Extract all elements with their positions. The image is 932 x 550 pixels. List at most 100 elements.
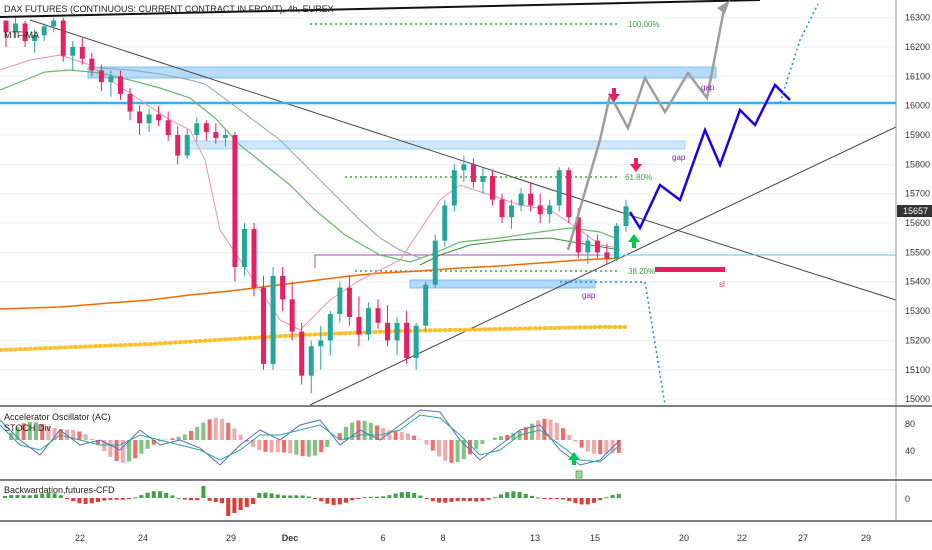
ac-bar [58, 429, 63, 440]
candle-body [184, 135, 190, 156]
ac-bar [592, 440, 596, 454]
candle-body [356, 316, 362, 335]
candle-body [346, 287, 352, 317]
ac-bar [158, 440, 162, 442]
gray-projection-arrow [717, 0, 730, 14]
candles-group [3, 17, 629, 394]
candle-body [98, 70, 104, 83]
backwardation-bar [418, 495, 423, 498]
candle-body [213, 132, 219, 138]
ac-bar [251, 440, 255, 447]
x-tick-label: 29 [226, 533, 236, 543]
candle-body [413, 325, 419, 359]
candle-body [146, 114, 152, 124]
backwardation-bar [151, 491, 156, 498]
ac-bar [201, 422, 206, 440]
candle-body [337, 287, 343, 315]
backwardation-bar [189, 498, 193, 501]
backwardation-bar [176, 497, 181, 499]
stepped-mtf-ma [99, 67, 421, 259]
ac-bar [573, 440, 578, 442]
y-tick-label: 15400 [905, 277, 930, 287]
candle-body [22, 23, 28, 42]
ac-bar [492, 437, 497, 440]
ac-bar [127, 440, 131, 462]
candle-body [232, 135, 238, 268]
backwardation-bar [579, 498, 584, 505]
backwardation-bar [387, 495, 392, 498]
blue-dotted-projection-down [560, 281, 666, 406]
ac-bar [176, 436, 181, 440]
green-arrow-up [628, 234, 640, 248]
backwardation-bar [288, 495, 293, 498]
y-tick-label: 15900 [905, 130, 930, 140]
backwardation-bar [585, 498, 590, 505]
backwardation-bar [34, 494, 38, 498]
ac-bar [269, 440, 274, 453]
backwardation-bar [114, 498, 119, 500]
ac-signal-box [575, 470, 583, 479]
candle-body [270, 275, 276, 364]
ac-bar [387, 430, 392, 440]
backwardation-bar [220, 498, 224, 504]
ac-bar [561, 428, 565, 440]
candle-body [299, 331, 305, 376]
candle-body [308, 346, 314, 376]
backwardation-bar [15, 494, 20, 498]
backwardation-bar [251, 498, 255, 504]
backwardation-bar [83, 498, 88, 505]
candle-body [327, 314, 333, 341]
backwardation-bar [133, 497, 138, 499]
candle-body [137, 111, 143, 124]
candle-body [32, 35, 38, 42]
candle-body [623, 206, 629, 226]
ac-bar [499, 436, 503, 440]
candle-body [79, 46, 85, 59]
back-tick-0: 0 [905, 494, 910, 504]
pink-arrow-down-1 [608, 88, 620, 102]
candle-body [556, 170, 562, 206]
ac-bar [275, 440, 280, 453]
x-tick-label: 13 [530, 533, 540, 543]
backwardation-bar [27, 495, 32, 498]
backwardation-bar [375, 496, 379, 498]
candle-body [241, 228, 247, 268]
ac-bar [579, 440, 584, 448]
ac-tick-40: 40 [905, 446, 915, 456]
x-tick-label: 22 [737, 533, 747, 543]
y-tick-label: 16000 [905, 101, 930, 111]
backwardation-bar [319, 498, 324, 502]
candle-body [461, 164, 467, 171]
ac-bar [474, 440, 479, 450]
ac-green-arrow [568, 452, 580, 465]
ac-bar [399, 432, 404, 440]
y-tick-label: 15600 [905, 218, 930, 228]
gap-zone-low [409, 279, 596, 289]
ac-bar [585, 440, 590, 452]
candle-body [222, 135, 228, 138]
ac-bar [406, 433, 410, 440]
ac-bar [548, 419, 553, 440]
backwardation-bar [350, 498, 355, 501]
backwardation-bar [3, 496, 7, 498]
ac-bar [195, 426, 200, 440]
candle-body [509, 205, 515, 218]
ac-bar [257, 440, 262, 451]
backwardation-bar [468, 498, 472, 502]
backwardation-bar [300, 495, 305, 498]
ac-bar [554, 422, 559, 440]
ac-title: Accelerator Oscillator (AC) [4, 412, 111, 422]
gray-projection [566, 3, 727, 251]
backwardation-bar [616, 494, 621, 498]
candle-body [575, 217, 581, 253]
candle-body [604, 252, 610, 259]
backwardation-bar [108, 498, 113, 500]
candle-body [127, 93, 133, 112]
ac-bar [375, 425, 379, 440]
ac-bar [244, 440, 249, 442]
ac-bar [393, 431, 398, 440]
candle-body [175, 135, 181, 156]
candle-body [194, 123, 200, 135]
backwardation-bar [21, 495, 26, 498]
